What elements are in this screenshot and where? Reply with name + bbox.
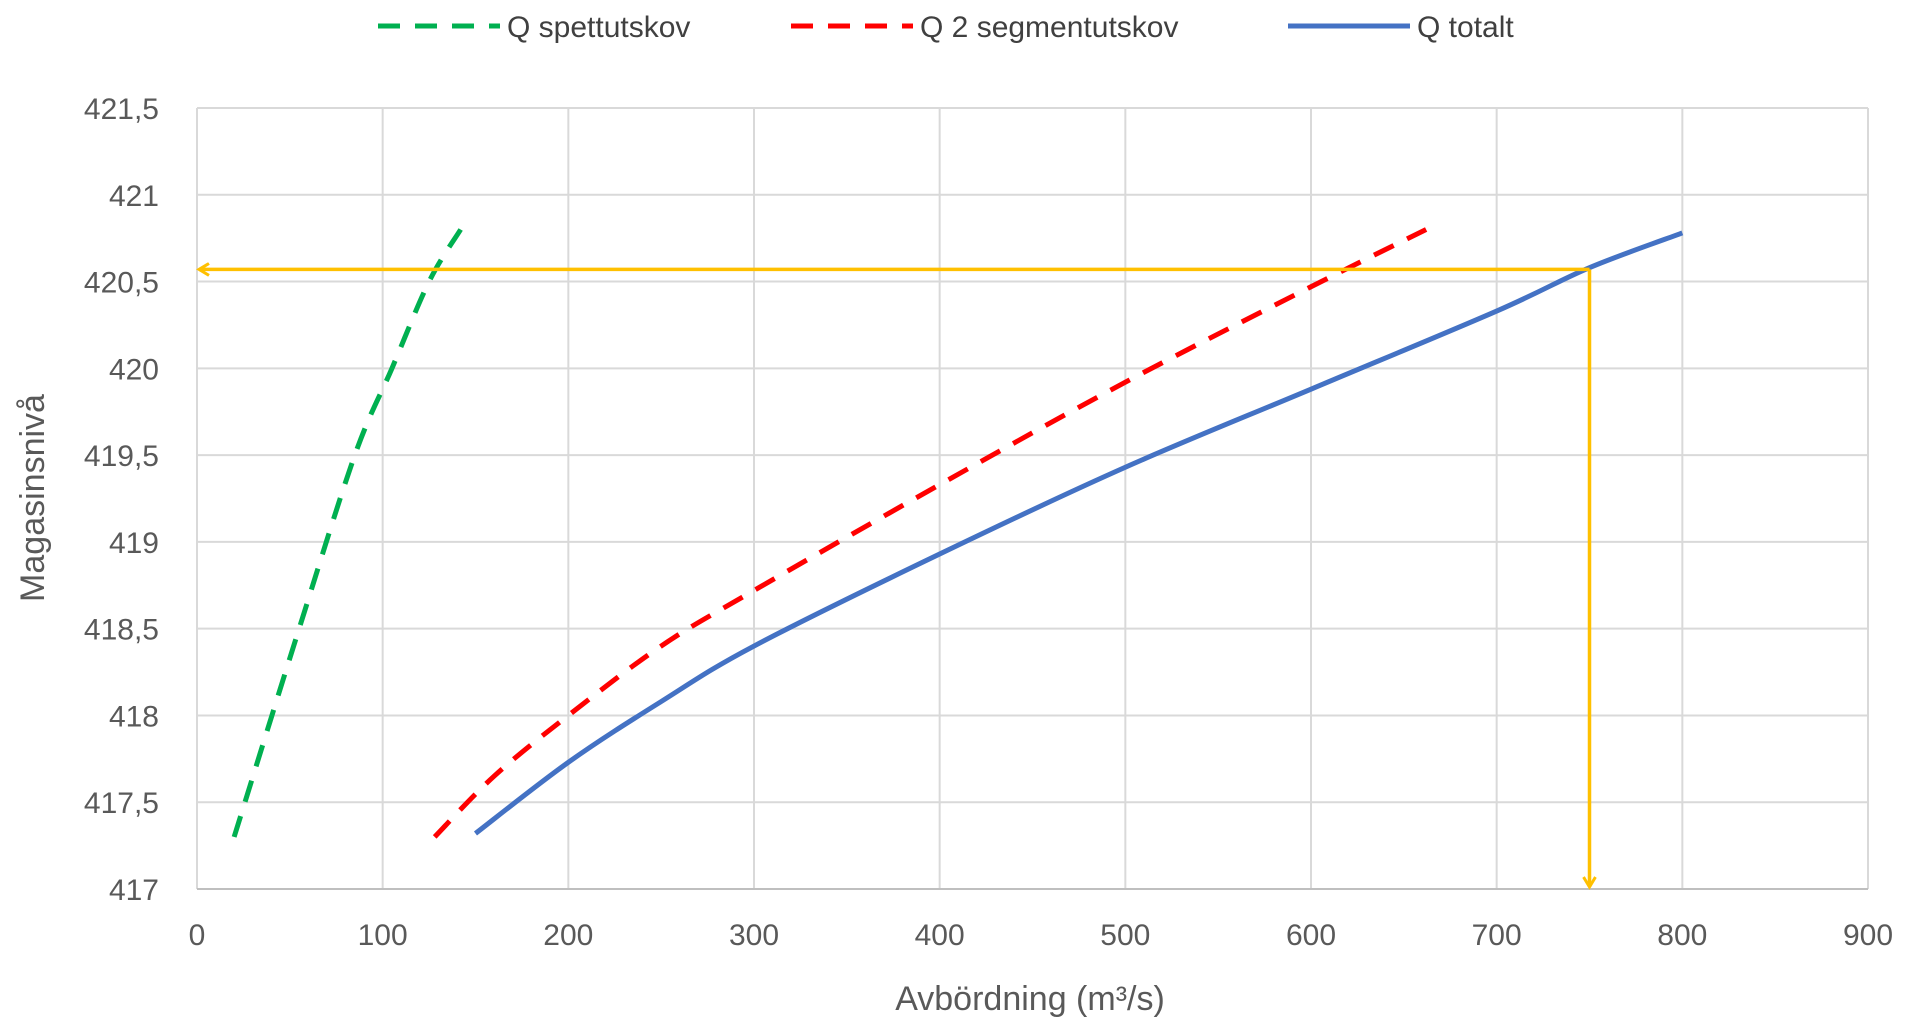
tick-labels: 0 100 200 300 400 500 600 700 800 900 417 417,5 418 4… (84, 93, 1893, 952)
x-tick-label: 700 (1472, 919, 1522, 952)
x-tick-label: 400 (915, 919, 965, 952)
y-tick-label: 421 (109, 180, 159, 213)
series-line-1 (231, 228, 463, 838)
y-tick-label: 419,5 (84, 440, 159, 473)
x-tick-label: 800 (1657, 919, 1707, 952)
y-tick-label: 420 (109, 353, 159, 386)
series-line-2 (432, 227, 1428, 839)
y-tick-label: 421,5 (84, 93, 159, 126)
y-tick-label: 420,5 (84, 267, 159, 300)
legend-label-2: Q 2 segmentutskov (920, 11, 1178, 44)
x-tick-label: 900 (1843, 919, 1893, 952)
y-tick-label: 419 (109, 527, 159, 560)
x-tick-label: 100 (358, 919, 408, 952)
annotation-layer (199, 269, 1590, 887)
x-tick-label: 600 (1286, 919, 1336, 952)
x-axis-title: Avbördning (m³/s) (895, 980, 1165, 1018)
y-tick-label: 417 (109, 874, 159, 907)
x-tick-label: 500 (1100, 919, 1150, 952)
series-layer (231, 227, 1684, 839)
y-tick-label: 417,5 (84, 787, 159, 820)
series-line-3 (473, 230, 1684, 836)
y-tick-label: 418 (109, 700, 159, 733)
gridlines (196, 107, 1869, 890)
x-tick-label: 0 (189, 919, 206, 952)
legend: Q spettutskov Q 2 segmentutskov Q totalt (378, 11, 1514, 44)
legend-label-1: Q spettutskov (507, 11, 690, 44)
legend-label-3: Q totalt (1417, 11, 1514, 44)
x-tick-label: 300 (729, 919, 779, 952)
y-tick-label: 418,5 (84, 614, 159, 647)
y-axis-title: Magasinsnivå (14, 394, 52, 602)
x-tick-label: 200 (543, 919, 593, 952)
